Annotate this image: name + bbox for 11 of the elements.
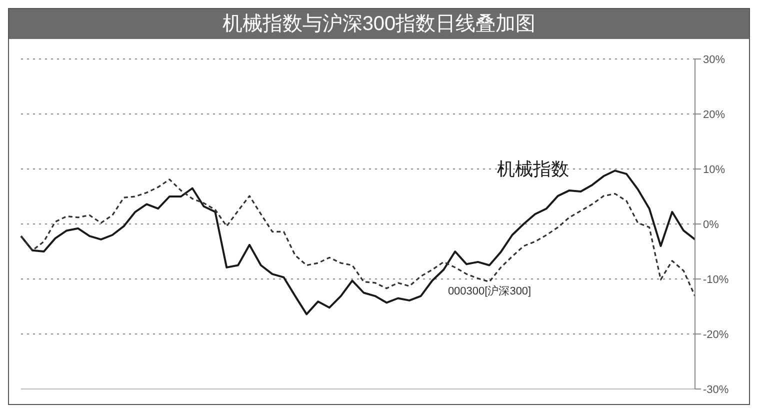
y-tick-label: -30%: [703, 384, 729, 396]
y-tick-label: 0%: [703, 218, 720, 231]
y-tick-label: 10%: [703, 164, 726, 176]
series-label: 000300[沪深300]: [448, 284, 532, 298]
y-tick-label: -20%: [703, 328, 729, 341]
y-tick-label: 20%: [703, 108, 726, 121]
line-series: [20, 178, 696, 297]
series-label: 机械指数: [497, 158, 570, 179]
y-tick-label: -10%: [703, 274, 729, 286]
chart-title: 机械指数与沪深300指数日线叠加图: [9, 9, 749, 39]
y-tick-label: 30%: [703, 54, 726, 66]
